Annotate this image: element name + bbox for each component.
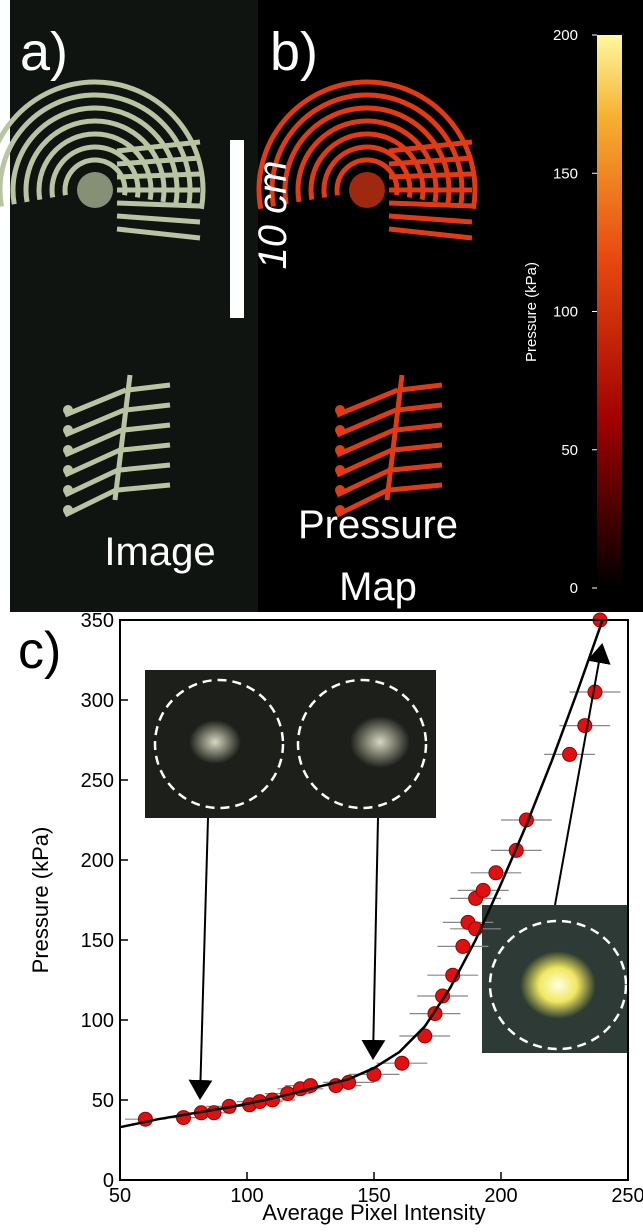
y-tick-label: 300: [81, 690, 114, 712]
data-point: [563, 747, 577, 761]
inset: [482, 905, 628, 1053]
colorbar-tick-label: 200: [553, 27, 578, 44]
ridge: [63, 505, 73, 515]
panel-label: b): [270, 22, 318, 82]
y-tick-label: 50: [92, 1090, 114, 1112]
ridge: [63, 465, 73, 475]
ridge: [63, 445, 73, 455]
inset: [145, 670, 293, 818]
heel-center: [77, 172, 113, 208]
arrow: [373, 818, 378, 1058]
y-tick-label: 250: [81, 770, 114, 792]
inset: [288, 670, 436, 818]
data-point: [489, 866, 503, 880]
ridge: [63, 485, 73, 495]
arrow: [555, 645, 602, 905]
heel-center: [349, 172, 385, 208]
ridge: [117, 174, 200, 177]
data-point: [456, 939, 470, 953]
panel-caption: Map: [339, 565, 417, 609]
arrow: [200, 818, 208, 1098]
ridge: [389, 203, 472, 206]
ridge: [63, 405, 73, 415]
panel-caption: Pressure: [298, 503, 458, 547]
ridge: [335, 445, 345, 455]
colorbar-tick-label: 100: [553, 304, 578, 321]
ridge: [335, 465, 345, 475]
y-tick-label: 150: [81, 930, 114, 952]
data-point: [476, 883, 490, 897]
x-tick-label: 200: [484, 1185, 517, 1207]
x-tick-label: 250: [611, 1185, 643, 1207]
colorbar-label: Pressure (kPa): [523, 262, 540, 362]
panel-label: c): [18, 622, 61, 680]
ridge: [335, 425, 345, 435]
ridge: [63, 425, 73, 435]
ridge: [389, 174, 472, 177]
scale-bar: [230, 140, 244, 318]
colorbar-tick-label: 150: [553, 165, 578, 182]
panel-caption: Image: [104, 530, 215, 574]
colorbar-tick-label: 50: [561, 442, 578, 459]
panel-label: a): [20, 22, 68, 82]
scale-bar-label: 10 cm: [251, 161, 295, 270]
figure: a) b) 10 cm Image Pressure Map Pressure …: [0, 0, 643, 1227]
y-tick-label: 200: [81, 850, 114, 872]
ridge: [117, 203, 200, 206]
data-point: [177, 1111, 191, 1125]
y-axis-label: Pressure (kPa): [28, 827, 53, 974]
ridge: [335, 485, 345, 495]
y-tick-label: 350: [81, 610, 114, 632]
colorbar-tick-label: 0: [570, 580, 578, 597]
colorbar: [597, 35, 622, 588]
x-tick-label: 100: [230, 1185, 263, 1207]
y-tick-label: 0: [103, 1170, 114, 1192]
ridge: [335, 405, 345, 415]
data-point: [395, 1056, 409, 1070]
data-point: [578, 719, 592, 733]
y-tick-label: 100: [81, 1010, 114, 1032]
x-axis-label: Average Pixel Intensity: [262, 1200, 485, 1225]
